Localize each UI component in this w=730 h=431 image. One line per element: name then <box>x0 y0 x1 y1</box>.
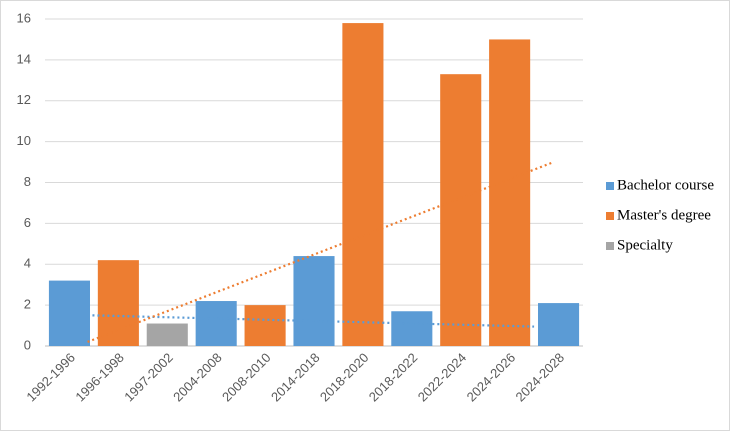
y-tick-label: 0 <box>24 337 31 352</box>
y-tick-label: 6 <box>24 215 31 230</box>
bar <box>48 280 90 346</box>
bar <box>293 256 335 346</box>
trendline <box>87 161 555 343</box>
y-tick-label: 12 <box>17 92 31 107</box>
bar <box>489 39 531 346</box>
legend-label: Specialty <box>617 237 673 253</box>
y-tick-label: 4 <box>24 256 31 271</box>
bar <box>440 74 482 347</box>
bar <box>244 305 286 346</box>
bar <box>97 260 139 346</box>
bar <box>538 303 580 346</box>
bar <box>146 323 188 346</box>
legend-label: Bachelor course <box>617 177 714 193</box>
legend-swatch <box>606 182 614 190</box>
y-tick-label: 2 <box>24 297 31 312</box>
y-tick-label: 8 <box>24 174 31 189</box>
y-tick-label: 16 <box>17 10 31 25</box>
bar <box>195 301 237 346</box>
legend-label: Master's degree <box>617 207 711 223</box>
legend-swatch <box>606 212 614 220</box>
bar <box>342 23 384 347</box>
y-tick-label: 10 <box>17 133 31 148</box>
bar <box>391 311 433 346</box>
legend-swatch <box>606 242 614 250</box>
trendline <box>92 314 535 328</box>
y-tick-label: 14 <box>17 51 31 66</box>
